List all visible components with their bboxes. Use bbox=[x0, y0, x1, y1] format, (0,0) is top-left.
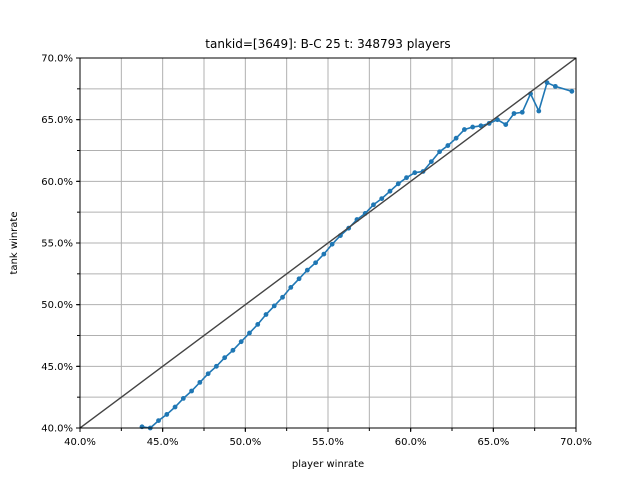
data-point bbox=[495, 117, 500, 123]
data-point bbox=[296, 276, 302, 282]
x-tick-label: 45.0% bbox=[147, 437, 179, 448]
data-point bbox=[371, 202, 376, 208]
data-point bbox=[437, 149, 442, 155]
data-point bbox=[247, 330, 252, 336]
series-line-1 bbox=[80, 58, 576, 428]
data-point bbox=[271, 303, 277, 309]
data-point bbox=[197, 379, 203, 385]
series-layer bbox=[80, 58, 576, 431]
data-point bbox=[280, 294, 285, 300]
data-point bbox=[172, 404, 178, 410]
y-tick-label: 65.0% bbox=[41, 115, 73, 126]
data-point bbox=[255, 322, 261, 327]
data-point bbox=[544, 80, 550, 86]
data-point bbox=[263, 312, 269, 317]
data-point bbox=[164, 412, 170, 417]
data-point bbox=[470, 124, 476, 130]
data-point bbox=[395, 181, 401, 187]
data-point bbox=[156, 418, 161, 423]
x-tick-label: 70.0% bbox=[560, 437, 592, 448]
data-point bbox=[230, 347, 236, 353]
y-tick-label: 70.0% bbox=[41, 54, 73, 65]
data-point bbox=[552, 83, 558, 89]
data-point bbox=[329, 241, 335, 247]
data-point bbox=[511, 111, 517, 116]
data-point bbox=[180, 396, 186, 401]
data-point bbox=[205, 371, 211, 377]
x-axis-label: player winrate bbox=[292, 459, 364, 470]
data-point bbox=[536, 108, 542, 114]
y-tick-label: 45.0% bbox=[41, 362, 73, 373]
data-point bbox=[519, 109, 525, 115]
data-point bbox=[288, 285, 294, 290]
x-tick-label: 55.0% bbox=[312, 437, 344, 448]
data-point bbox=[569, 88, 575, 94]
data-point bbox=[379, 196, 385, 202]
y-axis-label: tank winrate bbox=[9, 212, 20, 275]
data-point bbox=[404, 175, 409, 181]
data-point bbox=[304, 267, 310, 273]
data-point bbox=[445, 143, 451, 148]
y-tick-label: 60.0% bbox=[41, 177, 73, 188]
data-point bbox=[214, 363, 219, 369]
data-point bbox=[222, 355, 228, 361]
data-point bbox=[387, 188, 393, 194]
x-tick-label: 50.0% bbox=[229, 437, 261, 448]
x-axis: 40.0% 45.0% 50.0% 55.0% 60.0% 65.0% 70.0% bbox=[64, 428, 592, 448]
chart-title: tankid=[3649]: B-C 25 t: 348793 players bbox=[205, 37, 450, 51]
y-axis: 40.0% 45.0% 50.0% 55.0% 60.0% 65.0% 70.0% bbox=[41, 54, 80, 435]
x-tick-label: 60.0% bbox=[395, 437, 427, 448]
data-point bbox=[189, 388, 195, 394]
data-point bbox=[453, 135, 459, 141]
data-point bbox=[462, 127, 467, 132]
data-point bbox=[412, 170, 418, 176]
y-tick-label: 50.0% bbox=[41, 300, 73, 311]
data-point bbox=[238, 339, 244, 345]
data-point bbox=[478, 123, 484, 129]
y-tick-label: 55.0% bbox=[41, 239, 73, 250]
y-tick-label: 40.0% bbox=[41, 424, 73, 435]
series-line-0 bbox=[141, 81, 573, 428]
x-tick-label: 65.0% bbox=[477, 437, 509, 448]
data-point bbox=[313, 260, 318, 266]
data-point bbox=[321, 251, 327, 257]
data-point bbox=[428, 159, 434, 165]
data-point bbox=[503, 122, 509, 127]
x-tick-label: 40.0% bbox=[64, 437, 96, 448]
